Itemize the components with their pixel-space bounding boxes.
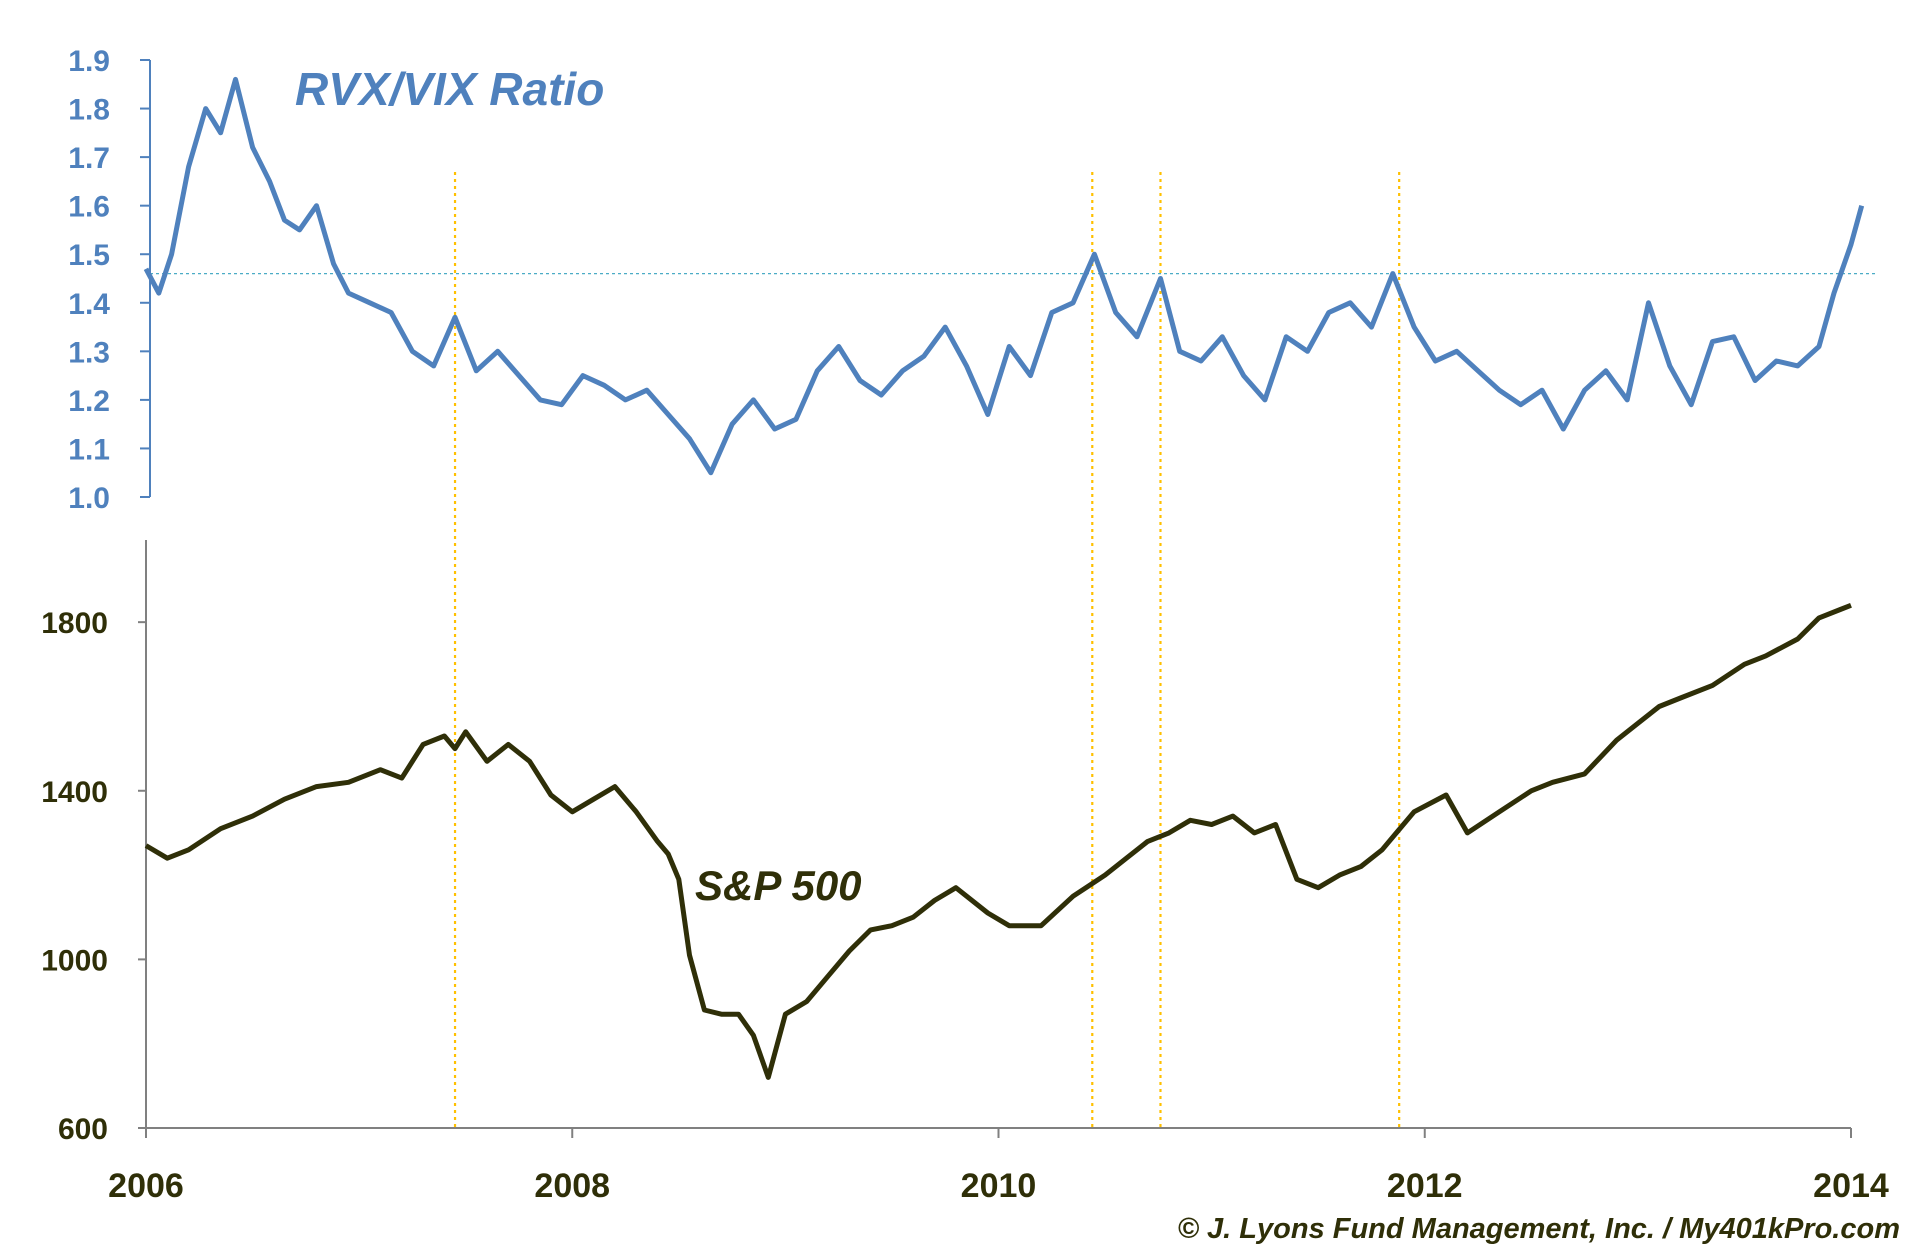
rvx-vix-ratio-series-line xyxy=(143,76,1865,476)
marker-layer xyxy=(453,172,1401,1128)
label-layer: RVX/VIX Ratio S&P 500 © J. Lyons Fund Ma… xyxy=(295,63,1900,1245)
x-tick-label: 2012 xyxy=(1387,1167,1463,1205)
x-tick-label: 2010 xyxy=(961,1167,1037,1205)
rvx-y-tick-label: 1.6 xyxy=(68,191,110,224)
sp500-y-tick-label: 1400 xyxy=(41,776,108,809)
rvx-y-tick-label: 1.7 xyxy=(68,142,110,175)
rvx-y-tick-label: 1.9 xyxy=(68,45,110,78)
axis-layer: 1.9 1.8 1.7 1.6 1.5 1.4 1.3 1.2 1.1 1.0 1800 1400 10… xyxy=(41,45,1889,1205)
rvx-y-tick-label: 1.8 xyxy=(68,94,110,127)
sp500-y-tick-label: 600 xyxy=(58,1113,108,1146)
rvx-y-tick-label: 1.5 xyxy=(68,239,110,272)
rvx-y-tick-label: 1.0 xyxy=(68,482,110,515)
rvx-y-tick-label: 1.4 xyxy=(68,288,110,321)
x-tick-label: 2006 xyxy=(108,1167,184,1205)
sp500-series-label: S&P 500 xyxy=(695,862,862,909)
x-tick-label: 2008 xyxy=(534,1167,610,1205)
rvx-y-tick-label: 1.1 xyxy=(68,433,110,466)
copyright-credit: © J. Lyons Fund Management, Inc. / My401… xyxy=(1178,1213,1900,1245)
rvx-vix-ratio-title: RVX/VIX Ratio xyxy=(295,63,604,115)
sp500-y-tick-label: 1800 xyxy=(41,607,108,640)
sp500-series-line xyxy=(144,602,1852,1080)
x-tick-label: 2014 xyxy=(1813,1167,1889,1205)
series-layer xyxy=(143,76,1865,1080)
rvx-y-tick-label: 1.2 xyxy=(68,385,110,418)
rvx-y-tick-label: 1.3 xyxy=(68,336,110,369)
sp500-y-tick-label: 1000 xyxy=(41,944,108,977)
